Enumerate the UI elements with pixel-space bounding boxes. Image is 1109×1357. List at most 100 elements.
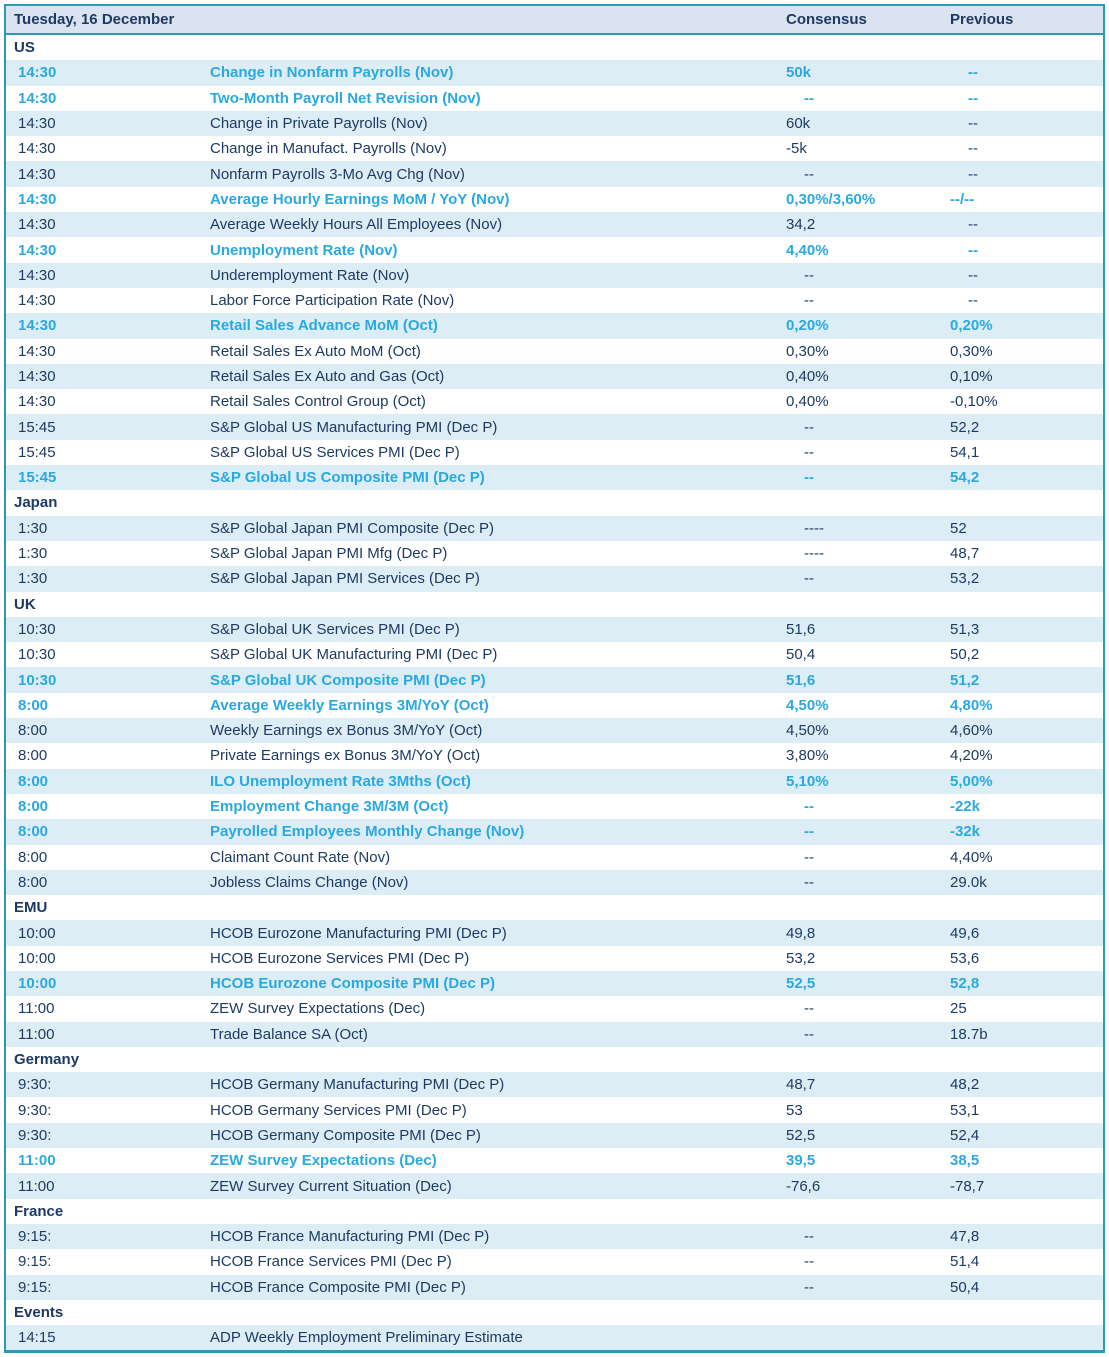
time-cell: 14:30 [18,89,57,107]
consensus-cell: -- [804,1278,814,1296]
consensus-cell: -- [804,418,814,436]
event-row: 14:30 Change in Private Payrolls (Nov) 6… [6,110,1103,137]
event-row: 9:15: HCOB France Manufacturing PMI (Dec… [6,1223,1103,1250]
consensus-cell: ---- [804,545,824,563]
time-cell: 14:30 [18,393,56,411]
previous-cell: 52,8 [950,975,980,993]
time-cell: 11:00 [18,1000,55,1018]
section-label: UK [14,595,36,613]
previous-cell: 53,6 [950,949,980,967]
previous-cell: 4,80% [950,696,993,714]
event-cell: Retail Sales Ex Auto MoM (Oct) [210,342,421,360]
event-row: 15:45 S&P Global US Services PMI (Dec P)… [6,439,1103,466]
event-cell: S&P Global US Services PMI (Dec P) [210,443,460,461]
event-cell: Retail Sales Ex Auto and Gas (Oct) [210,368,445,385]
event-row: 9:15: HCOB France Services PMI (Dec P) -… [6,1249,1103,1275]
time-cell: 10:30 [18,620,56,638]
time-cell: 14:30 [18,241,57,259]
consensus-cell: -- [804,292,814,310]
event-row: 10:00 HCOB Eurozone Manufacturing PMI (D… [6,920,1103,946]
time-cell: 8:00 [18,747,48,765]
event-cell: Trade Balance SA (Oct) [210,1025,368,1043]
event-cell: S&P Global US Composite PMI (Dec P) [210,469,485,487]
event-cell: HCOB Germany Manufacturing PMI (Dec P) [210,1076,505,1094]
time-cell: 8:00 [18,848,48,866]
consensus-cell: -- [804,1025,814,1043]
section-label: US [14,39,35,57]
previous-cell: 4,60% [950,722,993,740]
event-row: 14:15 ADP Weekly Employment Preliminary … [6,1325,1103,1351]
previous-cell: -22k [950,798,981,816]
previous-cell: 18.7b [950,1025,988,1043]
event-cell: Underemployment Rate (Nov) [210,266,410,284]
previous-cell: 25 [950,1000,967,1018]
event-cell: HCOB Eurozone Services PMI (Dec P) [210,949,470,967]
section-row: EMU [6,895,1103,921]
event-row: 8:00 Private Earnings ex Bonus 3M/YoY (O… [6,743,1103,769]
event-cell: ZEW Survey Current Situation (Dec) [210,1177,452,1195]
time-cell: 9:15: [18,1278,52,1296]
time-cell: 8:00 [18,798,49,816]
time-cell: 14:15 [18,1329,56,1347]
previous-cell: 0,10% [950,368,993,385]
consensus-cell: 4,50% [786,696,829,714]
consensus-cell: 48,7 [786,1076,816,1094]
consensus-cell: 39,5 [786,1152,816,1170]
previous-cell: 4,40% [950,848,993,866]
previous-cell: 53,1 [950,1101,980,1119]
event-row: 1:30 S&P Global Japan PMI Composite (Dec… [6,515,1103,541]
time-cell: 1:30 [18,545,48,563]
consensus-cell: -- [804,266,814,284]
previous-cell: 48,2 [950,1076,980,1094]
time-cell: 14:30 [18,140,56,158]
event-row: 14:30 Average Hourly Earnings MoM / YoY … [6,186,1103,213]
consensus-cell: 0,40% [786,368,829,385]
time-cell: 14:30 [18,266,56,284]
consensus-cell: 4,50% [786,722,829,740]
event-cell: Payrolled Employees Monthly Change (Nov) [210,823,525,841]
consensus-cell: -- [804,469,814,487]
event-cell: ZEW Survey Expectations (Dec) [210,1000,426,1018]
event-cell: S&P Global Japan PMI Composite (Dec P) [210,519,495,537]
economic-calendar-table: Tuesday, 16 December Consensus Previous … [4,4,1105,1354]
time-cell: 1:30 [18,570,48,588]
consensus-column-header: Consensus [786,11,867,28]
consensus-cell: 53 [786,1101,803,1119]
event-row: 11:00 ZEW Survey Expectations (Dec) -- 2… [6,996,1103,1022]
consensus-cell: 49,8 [786,924,816,942]
previous-cell: 52 [950,519,967,537]
event-cell: Average Weekly Earnings 3M/YoY (Oct) [210,696,489,714]
consensus-cell: -76,6 [786,1177,821,1195]
previous-cell: 5,00% [950,772,993,790]
previous-cell: 54,2 [950,469,980,487]
section-label: France [14,1202,64,1220]
section-label: Japan [14,494,58,512]
event-cell: S&P Global US Manufacturing PMI (Dec P) [210,418,498,436]
time-cell: 11:00 [18,1152,56,1170]
table-header-row: Tuesday, 16 December Consensus Previous [6,6,1103,35]
section-label: Germany [14,1051,80,1069]
event-row: 10:30 S&P Global UK Services PMI (Dec P)… [6,616,1103,643]
previous-cell: -- [968,115,978,133]
section-row: Events [6,1299,1103,1326]
time-cell: 8:00 [18,696,49,714]
event-cell: Retail Sales Advance MoM (Oct) [210,317,438,335]
consensus-cell: -- [804,165,814,183]
event-row: 14:30 Underemployment Rate (Nov) -- -- [6,262,1103,288]
previous-cell: --/-- [950,190,975,208]
time-cell: 9:15: [18,1253,52,1271]
time-cell: 11:00 [18,1025,55,1043]
event-cell: S&P Global Japan PMI Services (Dec P) [210,570,480,588]
consensus-cell: 0,30% [786,342,829,360]
event-cell: Change in Private Payrolls (Nov) [210,115,428,133]
event-row: 8:00 Payrolled Employees Monthly Change … [6,819,1103,845]
section-label: EMU [14,899,48,917]
event-row: 1:30 S&P Global Japan PMI Services (Dec … [6,566,1103,592]
event-cell: Unemployment Rate (Nov) [210,241,398,259]
consensus-cell: 0,30%/3,60% [786,190,876,208]
event-row: 8:00 Weekly Earnings ex Bonus 3M/YoY (Oc… [6,718,1103,744]
time-cell: 8:00 [18,873,48,891]
event-cell: HCOB Eurozone Manufacturing PMI (Dec P) [210,924,507,942]
time-cell: 10:00 [18,975,57,993]
event-row: 14:30 Labor Force Participation Rate (No… [6,287,1103,314]
